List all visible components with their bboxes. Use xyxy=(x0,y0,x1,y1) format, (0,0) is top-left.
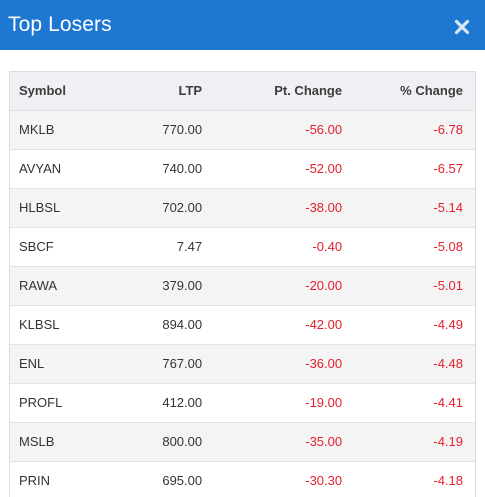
column-header-pct-change[interactable]: % Change xyxy=(400,83,463,99)
cell-pt-change: -38.00 xyxy=(305,200,343,215)
cell-ltp: 695.00 xyxy=(162,473,203,489)
cell-symbol[interactable]: ENL xyxy=(19,356,45,371)
table-header-row: Symbol LTP Pt. Change % Change xyxy=(10,72,475,110)
cell-pct-change: -4.19 xyxy=(433,434,463,449)
cell-pt-change: -42.00 xyxy=(305,317,343,332)
column-header-pt-change[interactable]: Pt. Change xyxy=(274,83,343,99)
cell-symbol[interactable]: MKLB xyxy=(19,122,55,137)
table-row[interactable]: MSLB 800.00 -35.00 -4.19 xyxy=(10,422,475,461)
losers-table: Symbol LTP Pt. Change % Change MKLB 770.… xyxy=(10,72,475,497)
modal-header: Top Losers xyxy=(0,0,485,50)
cell-symbol[interactable]: RAWA xyxy=(19,278,58,293)
table-row[interactable]: PROFL 412.00 -19.00 -4.41 xyxy=(10,383,475,422)
cell-ltp: 702.00 xyxy=(162,200,203,215)
cell-pct-change: -4.48 xyxy=(433,356,463,371)
cell-pct-change: -6.57 xyxy=(433,161,463,176)
cell-pct-change: -5.01 xyxy=(433,278,463,293)
cell-pct-change: -5.14 xyxy=(433,200,463,215)
losers-table-container: Symbol LTP Pt. Change % Change MKLB 770.… xyxy=(9,71,476,497)
cell-ltp: 894.00 xyxy=(162,317,203,332)
cell-pt-change: -19.00 xyxy=(305,395,343,410)
table-header: Symbol LTP Pt. Change % Change xyxy=(10,72,475,110)
cell-pct-change: -6.78 xyxy=(433,122,463,137)
cell-pt-change: -30.30 xyxy=(305,473,343,489)
cell-pt-change: -20.00 xyxy=(305,278,343,293)
table-row[interactable]: RAWA 379.00 -20.00 -5.01 xyxy=(10,266,475,305)
cell-ltp: 800.00 xyxy=(162,434,203,449)
table-row[interactable]: ENL 767.00 -36.00 -4.48 xyxy=(10,344,475,383)
table-row[interactable]: MKLB 770.00 -56.00 -6.78 xyxy=(10,110,475,149)
close-icon xyxy=(454,19,470,34)
cell-pt-change: -56.00 xyxy=(305,122,343,137)
cell-pct-change: -4.41 xyxy=(433,395,463,410)
table-row[interactable]: AVYAN 740.00 -52.00 -6.57 xyxy=(10,149,475,188)
table-row[interactable]: HLBSL 702.00 -38.00 -5.14 xyxy=(10,188,475,227)
close-button[interactable] xyxy=(449,14,475,40)
cell-pt-change: -36.00 xyxy=(305,356,343,371)
cell-ltp: 379.00 xyxy=(162,278,203,293)
table-body: MKLB 770.00 -56.00 -6.78 AVYAN 740.00 -5… xyxy=(10,110,475,497)
cell-pt-change: -35.00 xyxy=(305,434,343,449)
cell-pct-change: -4.18 xyxy=(433,473,463,489)
cell-symbol[interactable]: KLBSL xyxy=(19,317,60,332)
column-header-ltp[interactable]: LTP xyxy=(178,83,203,99)
cell-pt-change: -52.00 xyxy=(305,161,343,176)
column-header-symbol[interactable]: Symbol xyxy=(19,83,66,99)
cell-pt-change: -0.40 xyxy=(312,239,343,254)
cell-ltp: 7.47 xyxy=(176,239,203,254)
cell-ltp: 740.00 xyxy=(162,161,203,176)
cell-ltp: 412.00 xyxy=(162,395,203,410)
table-row[interactable]: SBCF 7.47 -0.40 -5.08 xyxy=(10,227,475,266)
cell-symbol[interactable]: AVYAN xyxy=(19,161,62,176)
modal-title: Top Losers xyxy=(8,13,112,36)
cell-symbol[interactable]: HLBSL xyxy=(19,200,61,215)
cell-symbol[interactable]: SBCF xyxy=(19,239,54,254)
table-row[interactable]: PRIN 695.00 -30.30 -4.18 xyxy=(10,461,475,497)
cell-symbol[interactable]: PRIN xyxy=(19,473,51,489)
cell-ltp: 767.00 xyxy=(162,356,203,371)
cell-symbol[interactable]: MSLB xyxy=(19,434,55,449)
cell-ltp: 770.00 xyxy=(162,122,203,137)
cell-symbol[interactable]: PROFL xyxy=(19,395,63,410)
cell-pct-change: -5.08 xyxy=(433,239,463,254)
cell-pct-change: -4.49 xyxy=(433,317,463,332)
table-row[interactable]: KLBSL 894.00 -42.00 -4.49 xyxy=(10,305,475,344)
